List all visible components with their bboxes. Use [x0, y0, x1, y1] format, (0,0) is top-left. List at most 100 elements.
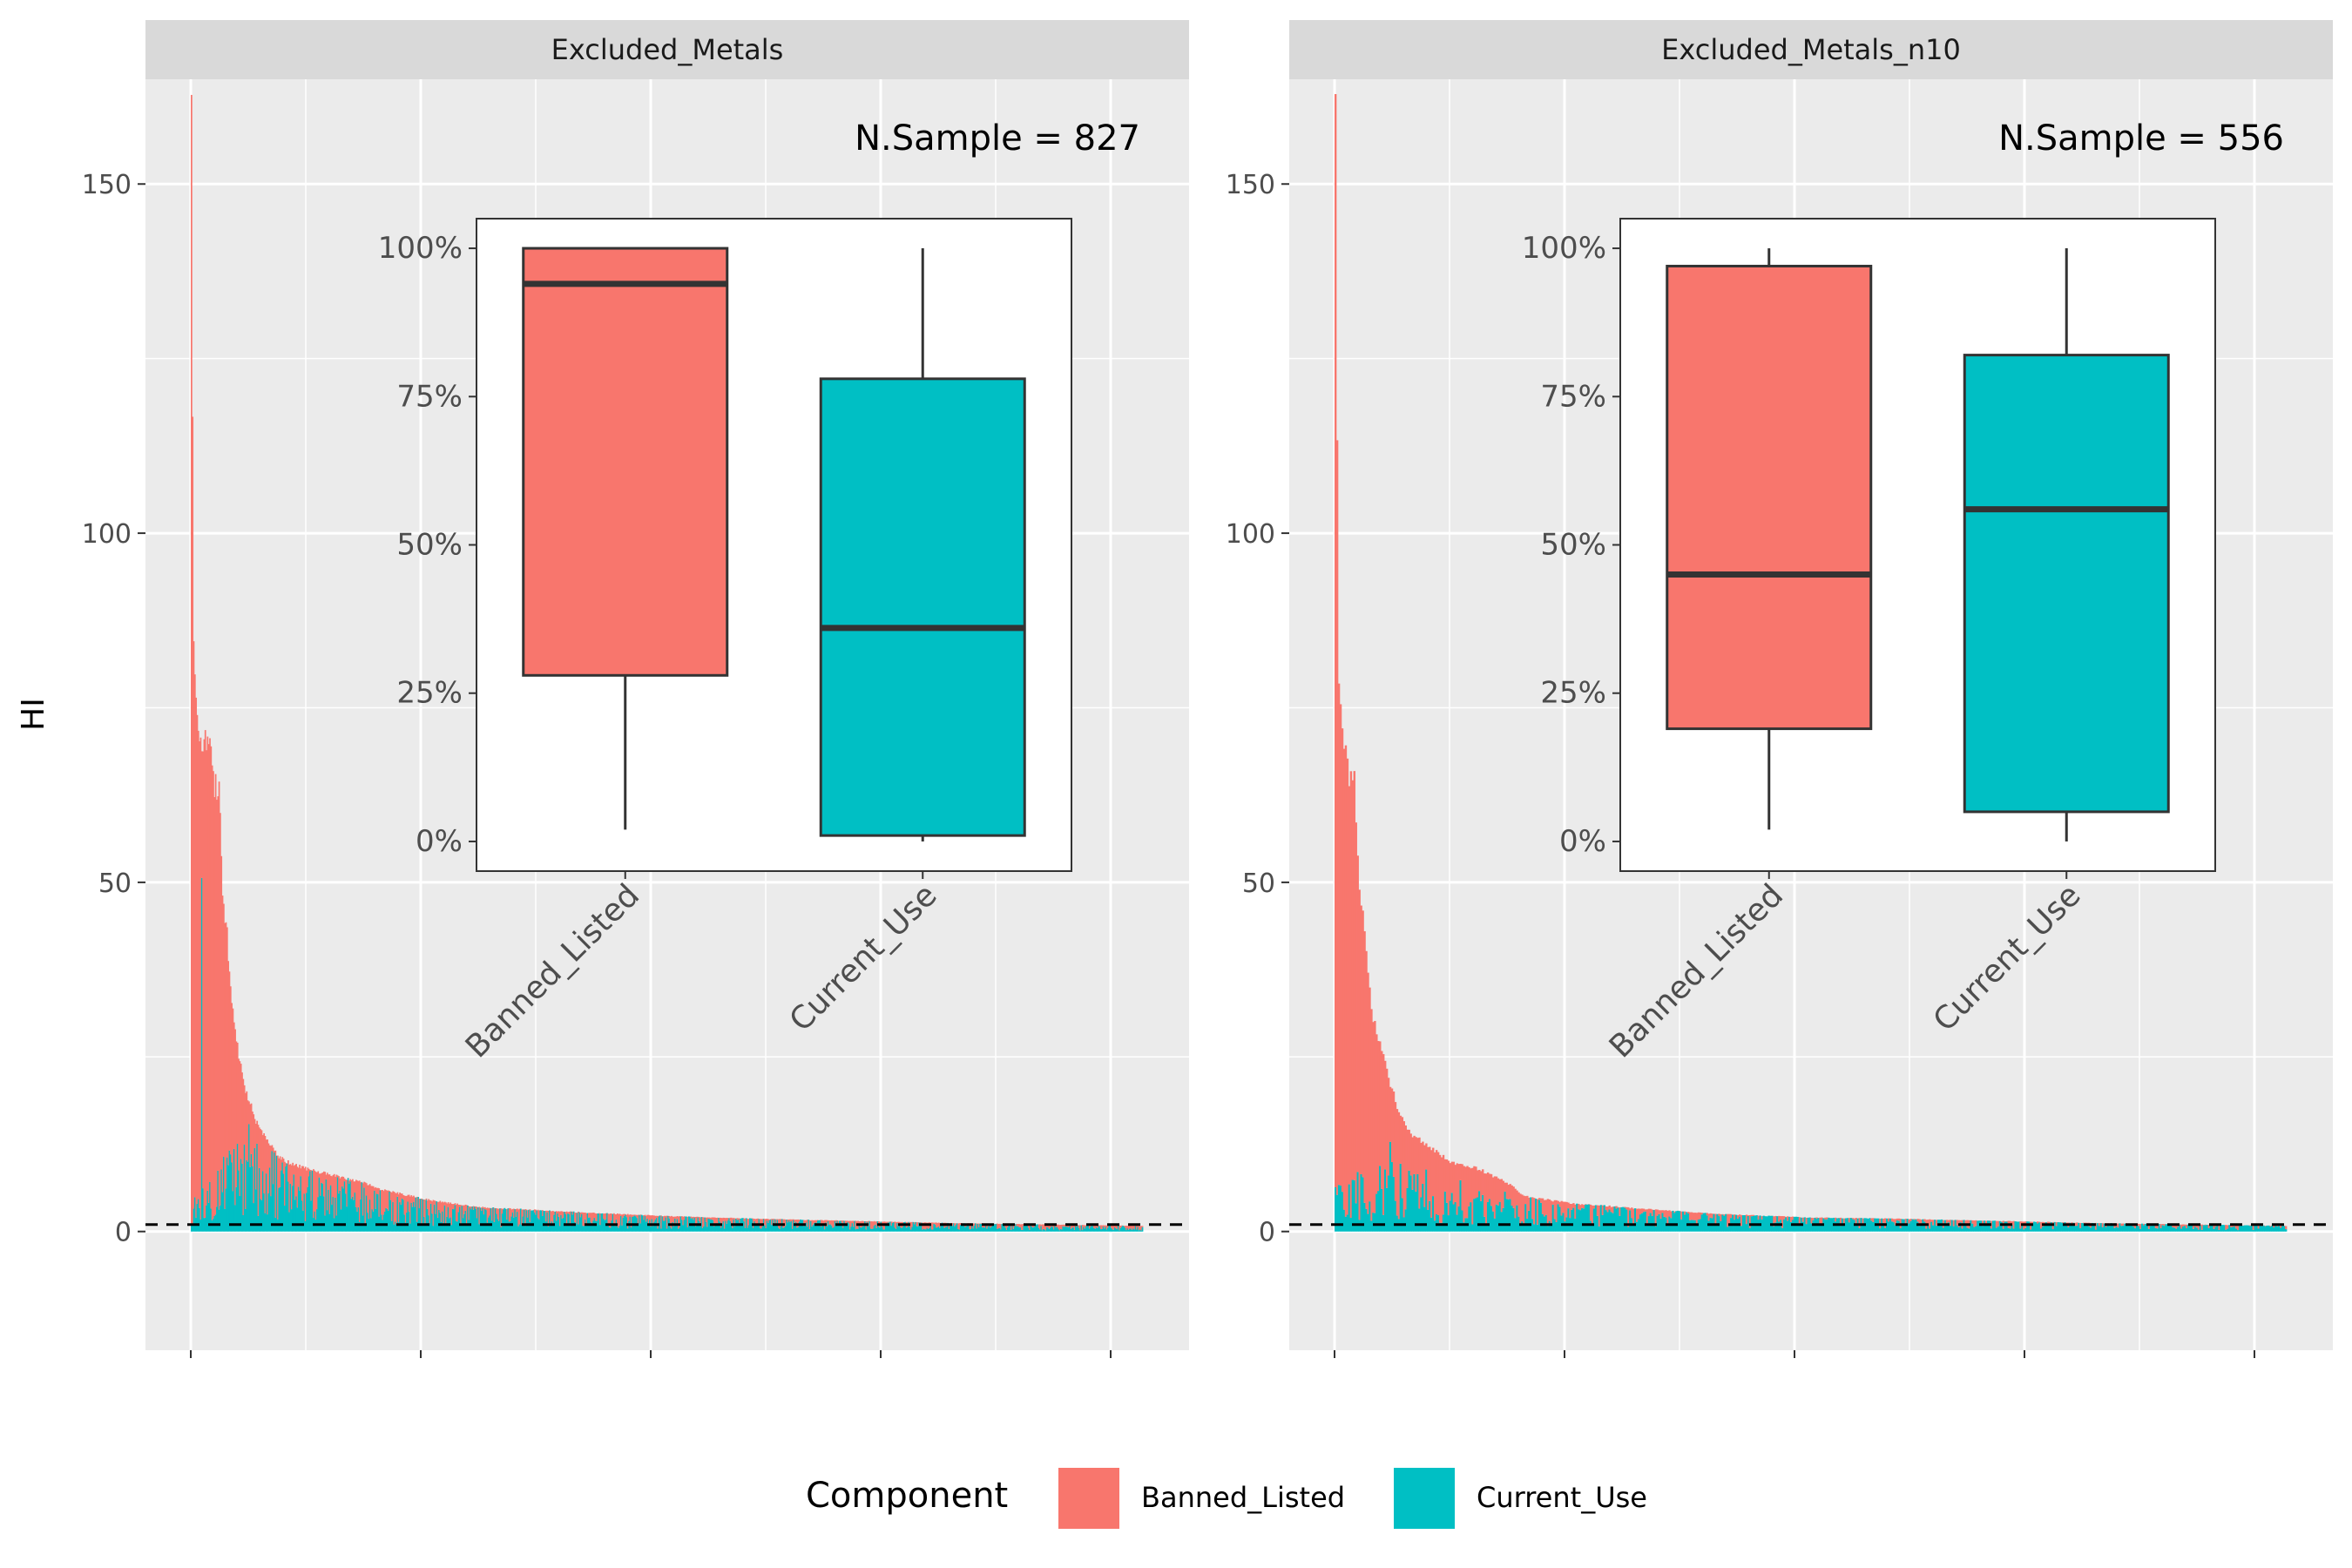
bar-banned-listed [1094, 1225, 1097, 1229]
bar-banned-listed [314, 1172, 317, 1220]
bar-current-use [1942, 1227, 1945, 1232]
bar-current-use [812, 1224, 814, 1232]
bar-banned-listed [377, 1187, 379, 1195]
bar-current-use [358, 1221, 361, 1232]
bar-current-use [1957, 1227, 1960, 1232]
bar-banned-listed [553, 1211, 556, 1215]
bar-current-use [1100, 1229, 1102, 1232]
bar-current-use [574, 1221, 576, 1232]
bar-current-use [521, 1224, 524, 1232]
bar-banned-listed [732, 1218, 733, 1228]
bar-banned-listed [736, 1218, 739, 1220]
bar-banned-listed [1429, 1146, 1431, 1201]
bar-current-use [983, 1227, 985, 1232]
bar-current-use [1807, 1217, 1809, 1232]
bar-current-use [2180, 1228, 2183, 1232]
bar-current-use [1061, 1229, 1063, 1232]
bar-banned-listed [1037, 1224, 1040, 1228]
bar-banned-listed [1819, 1217, 1821, 1225]
bar-current-use [547, 1227, 550, 1232]
bar-banned-listed [610, 1213, 612, 1228]
bar-banned-listed [297, 1167, 300, 1187]
bar-banned-listed [306, 1170, 308, 1193]
bar-current-use [1344, 1216, 1348, 1232]
bar-current-use [981, 1227, 983, 1232]
bar-current-use [2023, 1229, 2025, 1232]
bar-banned-listed [1141, 1226, 1144, 1227]
bar-current-use [567, 1213, 569, 1232]
bar-banned-listed [575, 1213, 578, 1224]
bar-current-use [1889, 1218, 1892, 1232]
bar-banned-listed [1442, 1154, 1445, 1215]
bar-banned-listed [744, 1218, 747, 1228]
bar-current-use [258, 1167, 260, 1232]
bar-banned-listed [1077, 1225, 1079, 1226]
bar-banned-listed [913, 1222, 916, 1225]
bar-banned-listed [2276, 1226, 2279, 1227]
bar-current-use [1829, 1218, 1832, 1232]
bar-current-use [912, 1221, 915, 1232]
bar-current-use [1134, 1226, 1137, 1232]
bar-current-use [826, 1227, 828, 1232]
bar-current-use [490, 1207, 492, 1232]
bar-banned-listed [628, 1214, 630, 1221]
bar-banned-listed [199, 741, 200, 1208]
bar-banned-listed [693, 1216, 694, 1220]
bar-current-use [1535, 1199, 1538, 1232]
bar-current-use [679, 1227, 681, 1232]
bar-current-use [357, 1206, 360, 1232]
bar-banned-listed [496, 1207, 497, 1214]
bar-current-use [808, 1229, 811, 1232]
bar-current-use [2051, 1229, 2055, 1232]
bar-banned-listed [2180, 1224, 2183, 1229]
bar-current-use [659, 1215, 661, 1232]
bar-current-use [1113, 1227, 1116, 1232]
bar-current-use [1932, 1225, 1935, 1232]
bar-banned-listed [1826, 1217, 1828, 1220]
bar-current-use [1927, 1224, 1930, 1232]
bar-current-use [1851, 1219, 1855, 1232]
bar-banned-listed [421, 1198, 423, 1226]
bar-current-use [1930, 1221, 1933, 1232]
bar-current-use [1613, 1206, 1616, 1232]
legend: Component Banned_Listed Current_Use [806, 1468, 1647, 1529]
bar-current-use [918, 1222, 920, 1232]
bar-banned-listed [1436, 1152, 1440, 1215]
bar-current-use [475, 1208, 477, 1232]
bar-banned-listed [1110, 1225, 1112, 1228]
bar-current-use [1091, 1225, 1093, 1232]
bar-banned-listed [1123, 1226, 1125, 1227]
bar-current-use [1954, 1220, 1957, 1232]
bar-banned-listed [643, 1215, 645, 1220]
bar-current-use [508, 1221, 510, 1232]
bar-current-use [1945, 1224, 1949, 1232]
bar-current-use [1434, 1220, 1436, 1232]
bar-current-use [2106, 1224, 2109, 1232]
bar-current-use [687, 1216, 690, 1232]
bar-current-use [947, 1222, 950, 1232]
bar-banned-listed [1646, 1209, 1649, 1225]
bar-banned-listed [206, 736, 209, 1191]
bar-current-use [1337, 1185, 1341, 1232]
bar-banned-listed [1463, 1166, 1465, 1223]
bar-current-use [241, 1163, 243, 1232]
bar-banned-listed [1139, 1226, 1141, 1230]
bar-banned-listed [1663, 1210, 1666, 1217]
bar-banned-listed [1720, 1213, 1722, 1221]
bar-banned-listed [1063, 1224, 1065, 1227]
bar-current-use [1420, 1197, 1423, 1232]
bar-banned-listed [834, 1220, 836, 1221]
bar-banned-listed [1538, 1198, 1541, 1200]
bar-banned-listed [1514, 1188, 1517, 1219]
bar-banned-listed [1362, 910, 1364, 1178]
bar-banned-listed [389, 1192, 392, 1200]
bar-current-use [898, 1224, 901, 1232]
bar-banned-listed [767, 1219, 769, 1223]
bar-banned-listed [1798, 1217, 1801, 1226]
bar-banned-listed [199, 737, 202, 1220]
bar-current-use [798, 1221, 801, 1232]
bar-banned-listed [896, 1221, 898, 1224]
bar-current-use [2218, 1229, 2220, 1232]
bar-banned-listed [1047, 1224, 1050, 1228]
bar-banned-listed [226, 927, 228, 1158]
